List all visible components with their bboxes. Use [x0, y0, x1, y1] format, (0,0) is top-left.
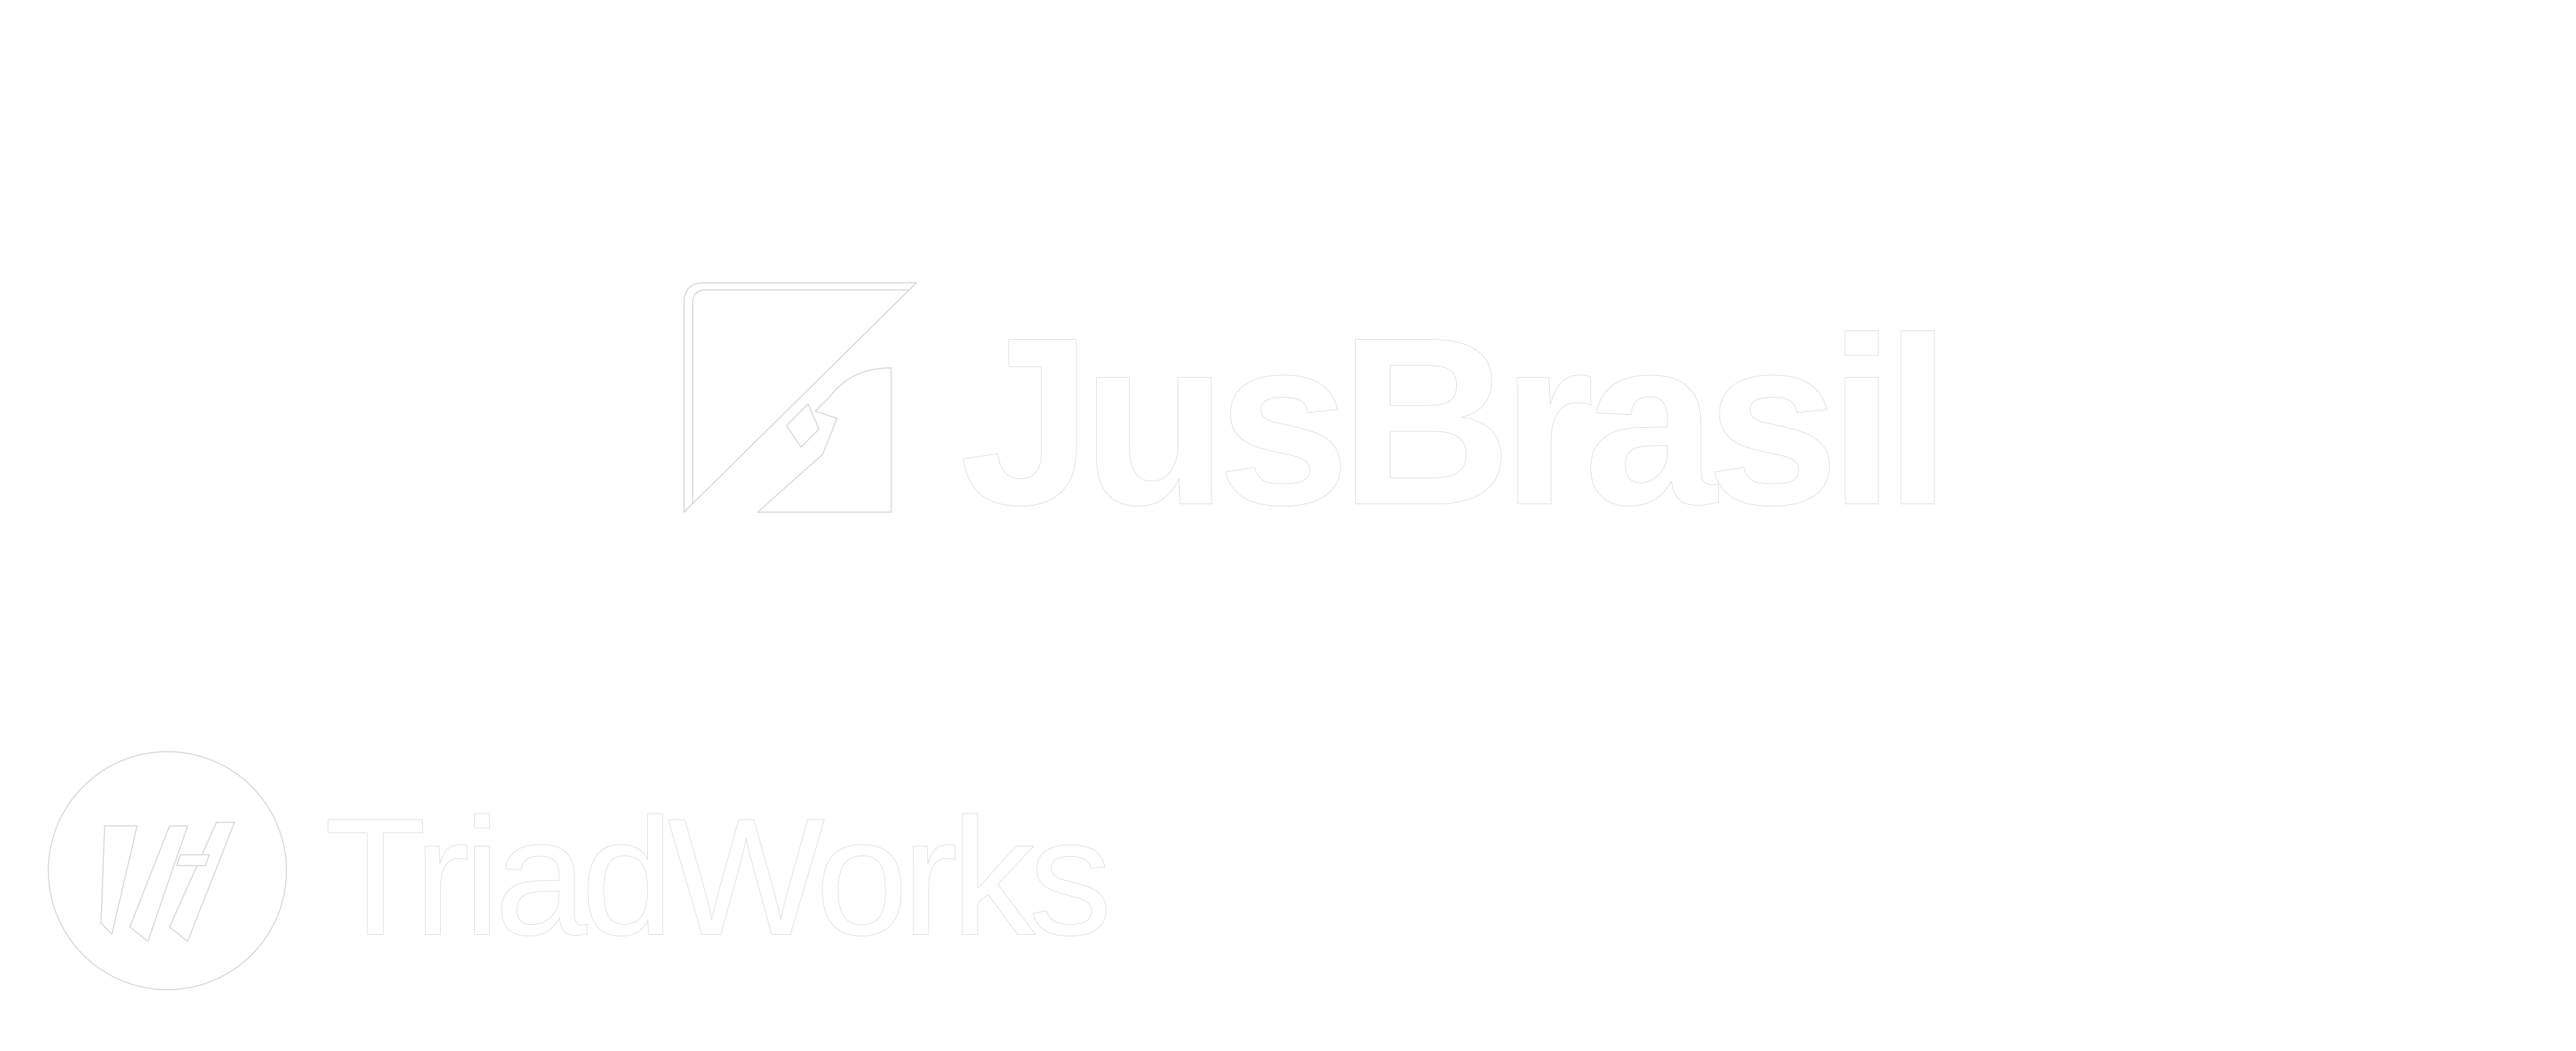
triadworks-wordmark: TriadWorks: [325, 784, 1106, 969]
scales-triangle-icon: [683, 282, 917, 513]
jusbrasil-logo: JusBrasil: [671, 274, 1955, 555]
tw-circle-emblem-icon: [48, 751, 287, 990]
triadworks-logo: TriadWorks: [43, 747, 1113, 992]
triadworks-logo-graphic: TriadWorks: [48, 751, 1113, 990]
jusbrasil-logo-graphic: JusBrasil: [683, 282, 1952, 555]
jusbrasil-wordmark: JusBrasil: [960, 288, 1941, 554]
